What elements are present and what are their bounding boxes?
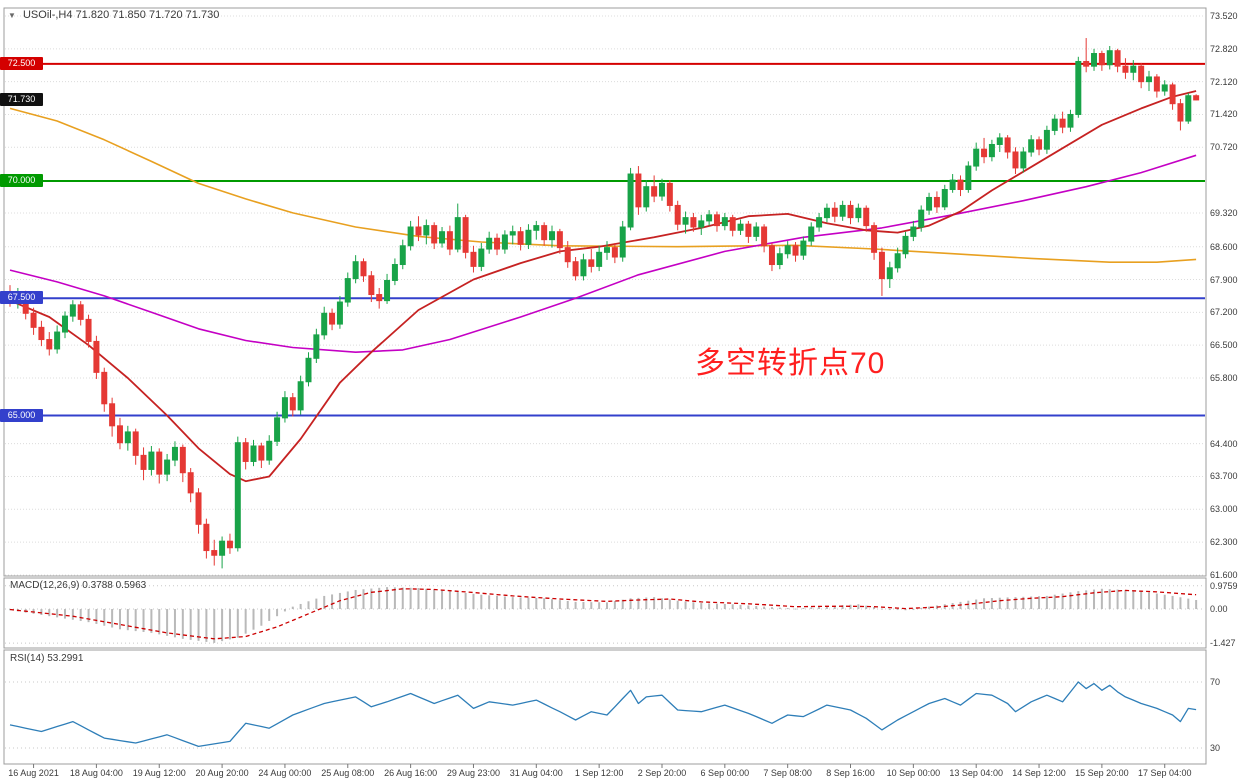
time-axis-label: 14 Sep 12:00: [1012, 768, 1066, 778]
time-axis-label: 2 Sep 20:00: [637, 768, 687, 778]
time-axis-label: 18 Aug 04:00: [69, 768, 123, 778]
price-axis-label: 69.320: [1210, 207, 1238, 218]
rsi-indicator-label: RSI(14) 53.2991: [10, 653, 84, 664]
current-price-tag: 71.730: [0, 92, 43, 106]
price-axis-label: 67.900: [1210, 274, 1238, 285]
price-line-tag: 67.500: [0, 291, 43, 305]
time-axis-label: 20 Aug 20:00: [195, 768, 249, 778]
price-line-tag: 72.500: [0, 56, 43, 70]
macd-indicator-label: MACD(12,26,9) 0.3788 0.5963: [10, 580, 147, 591]
price-axis-label: 72.820: [1210, 43, 1238, 54]
time-axis-label: 16 Aug 2021: [8, 768, 59, 778]
slow-ma-orange: [9, 107, 1197, 263]
time-axis-label: 7 Sep 08:00: [763, 768, 812, 778]
price-axis-label: 64.400: [1210, 438, 1238, 449]
macd-axis-label: 0.9759: [1210, 580, 1238, 591]
price-axis-label: 70.720: [1210, 142, 1238, 153]
rsi-line: [9, 681, 1197, 748]
time-axis-label: 25 Aug 08:00: [321, 768, 375, 778]
price-axis-label: 68.600: [1210, 241, 1238, 252]
time-axis-label: 8 Sep 16:00: [826, 768, 875, 778]
rsi-level-label: 70: [1210, 677, 1221, 687]
price-axis-label: 73.520: [1210, 11, 1238, 21]
time-axis-label: 13 Sep 04:00: [949, 768, 1003, 778]
ohlc-values: 71.820 71.850 71.720 71.730: [75, 9, 220, 21]
annotation-text[interactable]: 多空转折点70: [695, 347, 886, 380]
price-axis-label: 63.700: [1210, 471, 1238, 482]
price-line-tag: 70.000: [0, 174, 43, 188]
price-axis-label: 65.800: [1210, 372, 1238, 383]
fast-ma-red: [9, 90, 1197, 483]
time-axis-label: 29 Aug 23:00: [446, 768, 500, 778]
macd-axis-label: 0.00: [1210, 604, 1228, 615]
time-axis-label: 17 Sep 04:00: [1137, 768, 1192, 778]
chevron-down-icon[interactable]: ▼: [8, 11, 16, 20]
price-axis-label: 71.420: [1210, 109, 1238, 120]
time-axis-label: 26 Aug 16:00: [384, 768, 438, 778]
price-axis-label: 67.200: [1210, 307, 1238, 318]
price-axis-label: 72.120: [1210, 76, 1238, 87]
time-axis-label: 6 Sep 00:00: [700, 768, 750, 778]
price-axis-label: 62.300: [1210, 537, 1238, 548]
price-axis-label: 61.600: [1210, 569, 1238, 580]
time-axis-label: 19 Aug 12:00: [132, 768, 186, 778]
time-axis-label: 24 Aug 00:00: [258, 768, 312, 778]
macd-axis-label: -1.427: [1210, 638, 1236, 649]
time-axis-label: 31 Aug 04:00: [509, 768, 563, 778]
time-axis-label: 1 Sep 12:00: [574, 768, 624, 778]
macd-values: 0.3788 0.5963: [82, 580, 147, 591]
time-axis-label: 15 Sep 20:00: [1075, 768, 1129, 778]
time-axis-label: 10 Sep 00:00: [886, 768, 941, 778]
price-line-tag: 65.000: [0, 408, 43, 422]
rsi-value: 53.2991: [47, 653, 84, 664]
mid-ma-magenta: [9, 154, 1197, 353]
symbol-timeframe-label: USOil-,H4: [22, 9, 73, 21]
price-axis-label: 66.500: [1210, 340, 1238, 351]
price-axis-label: 63.000: [1210, 504, 1238, 515]
chart-title: ▼ USOil-,H4 71.820 71.850 71.720 71.730: [8, 9, 219, 21]
rsi-level-label: 30: [1210, 743, 1221, 753]
